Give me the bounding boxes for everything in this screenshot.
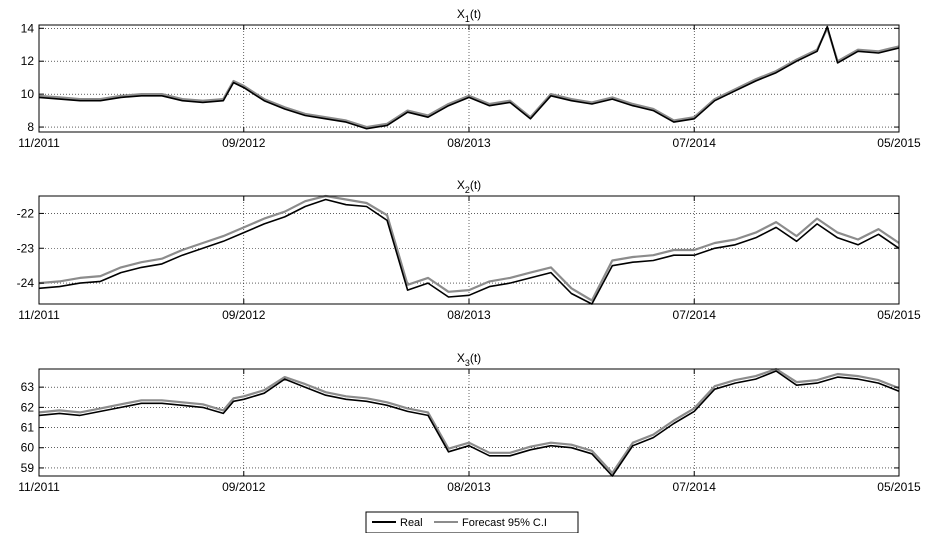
x-tick-label: 08/2013 <box>447 308 491 322</box>
panel-1: 8 10 12 14 11/2011 09/2012 08/2013 07/2014 05/20… <box>18 7 921 150</box>
x-tick-label: 05/2015 <box>877 308 921 322</box>
panel-title: X2(t) <box>457 178 481 195</box>
series-forecast-line <box>38 27 900 129</box>
series-real-line <box>38 370 900 477</box>
panel-2: -22 -23 -24 11/2011 09/2012 08/2013 07/2014 05/… <box>17 178 921 322</box>
panel-3: 63 62 61 60 59 11/2011 09/2012 08/2013 07/2014 05… <box>18 351 921 494</box>
y-tick-label: 12 <box>21 54 35 68</box>
y-tick-label: 61 <box>21 421 35 435</box>
x-tick-label: 05/2015 <box>877 136 921 150</box>
chart-panels: 8 10 12 14 11/2011 09/2012 08/2013 07/2014 05/20… <box>17 7 921 494</box>
y-tick-label: 59 <box>21 461 35 475</box>
y-tick-label: 14 <box>21 21 35 35</box>
x-tick-label: 07/2014 <box>673 308 717 322</box>
y-tick-label: -23 <box>17 241 35 255</box>
x-tick-label: 07/2014 <box>673 136 717 150</box>
series-forecast-line <box>38 367 900 475</box>
x-tick-label: 08/2013 <box>447 480 491 494</box>
series-forecast-line <box>38 194 900 302</box>
series-real-line <box>38 198 900 305</box>
legend-forecast-label: Forecast 95% C.I <box>462 517 547 529</box>
y-tick-label: 8 <box>27 120 34 134</box>
panel-title: X1(t) <box>457 7 481 24</box>
x-tick-label: 09/2012 <box>222 136 266 150</box>
y-tick-label: -22 <box>17 206 35 220</box>
y-tick-label: -24 <box>17 276 35 290</box>
x-tick-label: 05/2015 <box>877 480 921 494</box>
x-tick-label: 07/2014 <box>673 480 717 494</box>
legend: Real Forecast 95% C.I <box>365 511 579 533</box>
y-tick-label: 60 <box>21 441 35 455</box>
y-tick-label: 10 <box>21 87 35 101</box>
panel-title: X3(t) <box>457 351 481 368</box>
legend-box <box>365 511 579 533</box>
x-tick-label: 09/2012 <box>222 480 266 494</box>
x-tick-label: 09/2012 <box>222 308 266 322</box>
x-tick-label: 11/2011 <box>18 308 60 322</box>
y-tick-label: 63 <box>21 380 35 394</box>
series-real-line <box>38 25 900 130</box>
x-tick-label: 08/2013 <box>447 136 491 150</box>
legend-real-label: Real <box>400 517 423 529</box>
x-tick-label: 11/2011 <box>18 480 60 494</box>
x-tick-label: 11/2011 <box>18 136 60 150</box>
y-tick-label: 62 <box>21 400 35 414</box>
